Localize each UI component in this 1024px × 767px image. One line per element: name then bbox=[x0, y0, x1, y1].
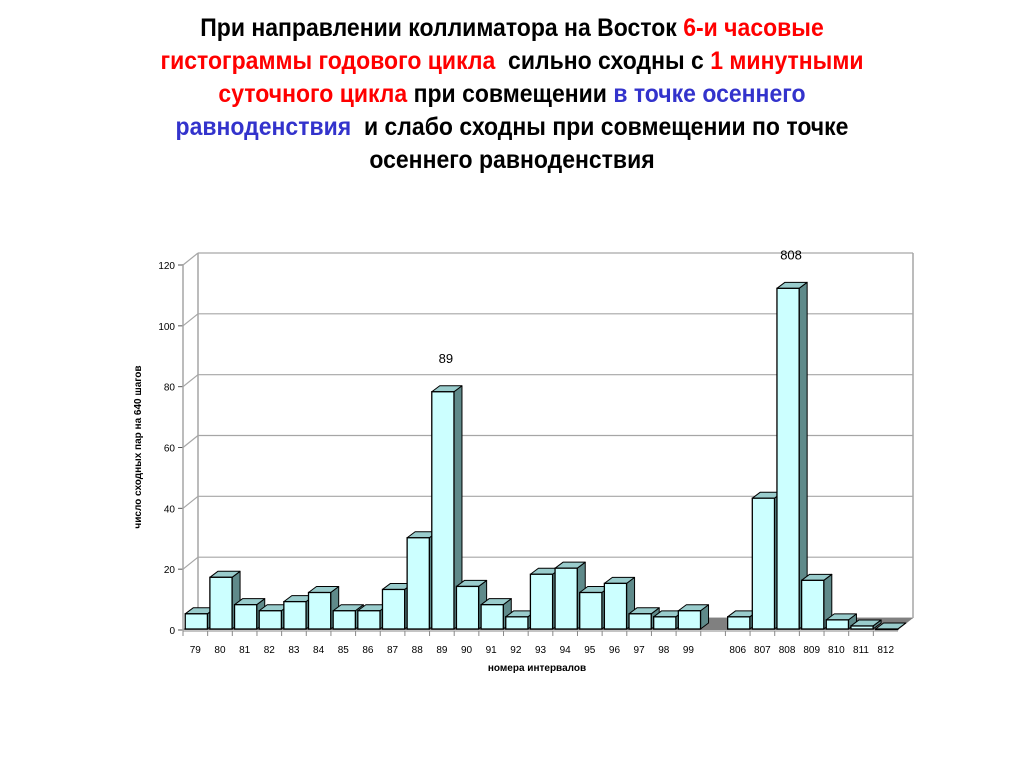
x-tick-label: 93 bbox=[535, 645, 547, 656]
title-line: осеннего равноденствия bbox=[78, 144, 946, 177]
x-tick-label: 84 bbox=[313, 645, 325, 656]
gridline-side bbox=[182, 556, 199, 570]
chart-bars bbox=[184, 281, 907, 631]
x-tick-label: 811 bbox=[853, 645, 869, 656]
x-tick-label: 97 bbox=[634, 645, 646, 656]
title-segment: гистограммы годового цикла bbox=[160, 47, 496, 75]
gridline-side bbox=[182, 252, 199, 266]
x-tick-label: 96 bbox=[609, 645, 621, 656]
x-tick-label: 79 bbox=[190, 645, 202, 656]
x-tick-label: 87 bbox=[387, 645, 399, 656]
bar-annotation: 89 bbox=[439, 351, 453, 366]
x-tick-label: 94 bbox=[560, 645, 572, 656]
x-tick-label: 807 bbox=[754, 645, 771, 656]
x-tick-label: 808 bbox=[779, 645, 796, 656]
x-tick-label: 91 bbox=[486, 645, 498, 656]
bar-99 bbox=[677, 604, 710, 630]
x-tick-label: 810 bbox=[828, 645, 845, 656]
x-tick-label: 99 bbox=[683, 645, 695, 656]
y-tick-label: 100 bbox=[158, 322, 175, 333]
title-segment: и слабо сходны при совмещении по точке bbox=[351, 113, 849, 141]
x-tick-label: 89 bbox=[436, 645, 448, 656]
x-tick-label: 806 bbox=[729, 645, 746, 656]
bar-812 bbox=[874, 622, 907, 631]
x-tick-label: 98 bbox=[658, 645, 670, 656]
gridline-side bbox=[182, 495, 199, 509]
x-tick-label: 80 bbox=[214, 645, 226, 656]
x-tick-label: 92 bbox=[510, 645, 522, 656]
title-segment: осеннего равноденствия bbox=[369, 146, 655, 174]
title-segment: 1 минутными bbox=[710, 47, 864, 75]
x-tick-label: 812 bbox=[877, 645, 894, 656]
title-line: равноденствия и слабо сходны при совмеще… bbox=[78, 111, 946, 144]
y-tick-label: 0 bbox=[169, 626, 175, 637]
x-axis-label: номера интервалов bbox=[488, 663, 586, 674]
title-segment: При направлении коллиматора на Восток bbox=[200, 14, 684, 42]
x-tick-label: 809 bbox=[803, 645, 820, 656]
chart-axes bbox=[178, 264, 898, 636]
x-tick-label: 82 bbox=[264, 645, 276, 656]
x-tick-label: 88 bbox=[412, 645, 424, 656]
bar-89 bbox=[431, 385, 463, 630]
bar-808 bbox=[776, 281, 808, 630]
title-segment: суточного цикла bbox=[218, 80, 408, 108]
title-segment: при совмещении bbox=[407, 80, 614, 108]
gridline-side bbox=[182, 313, 199, 327]
y-tick-label: 60 bbox=[164, 444, 176, 455]
y-axis-label: число сходных пар на 640 шагов bbox=[133, 365, 144, 528]
bar-810 bbox=[825, 613, 857, 630]
title-segment: в точке осеннего bbox=[613, 80, 806, 108]
slide-title: При направлении коллиматора на Восток 6-… bbox=[78, 12, 946, 177]
x-tick-label: 85 bbox=[338, 645, 350, 656]
x-tick-label: 81 bbox=[239, 645, 251, 656]
x-tick-label: 83 bbox=[288, 645, 300, 656]
y-tick-label: 40 bbox=[164, 504, 176, 515]
y-tick-label: 80 bbox=[164, 383, 176, 394]
y-tick-label: 20 bbox=[164, 565, 176, 576]
y-tick-label: 120 bbox=[158, 261, 175, 272]
bar-annotation: 808 bbox=[780, 247, 802, 262]
title-segment: сильно сходны с bbox=[495, 47, 711, 75]
x-tick-label: 86 bbox=[362, 645, 374, 656]
title-line: гистограммы годового цикла сильно сходны… bbox=[78, 45, 946, 78]
title-line: При направлении коллиматора на Восток 6-… bbox=[78, 12, 946, 45]
title-segment: 6-и часовые bbox=[683, 14, 824, 42]
gridline-side bbox=[182, 374, 199, 388]
x-tick-label: 90 bbox=[461, 645, 473, 656]
x-tick-label: 95 bbox=[584, 645, 596, 656]
gridline-side bbox=[182, 435, 199, 448]
title-line: суточного цикла при совмещении в точке о… bbox=[78, 78, 946, 111]
chart-labels: 0 20 40 60 80 100 120 79 80 81 82 83 84 85 86 87 88 89 90 9… bbox=[158, 247, 894, 656]
bar-811 bbox=[850, 619, 882, 630]
title-segment: равноденствия bbox=[175, 113, 352, 141]
